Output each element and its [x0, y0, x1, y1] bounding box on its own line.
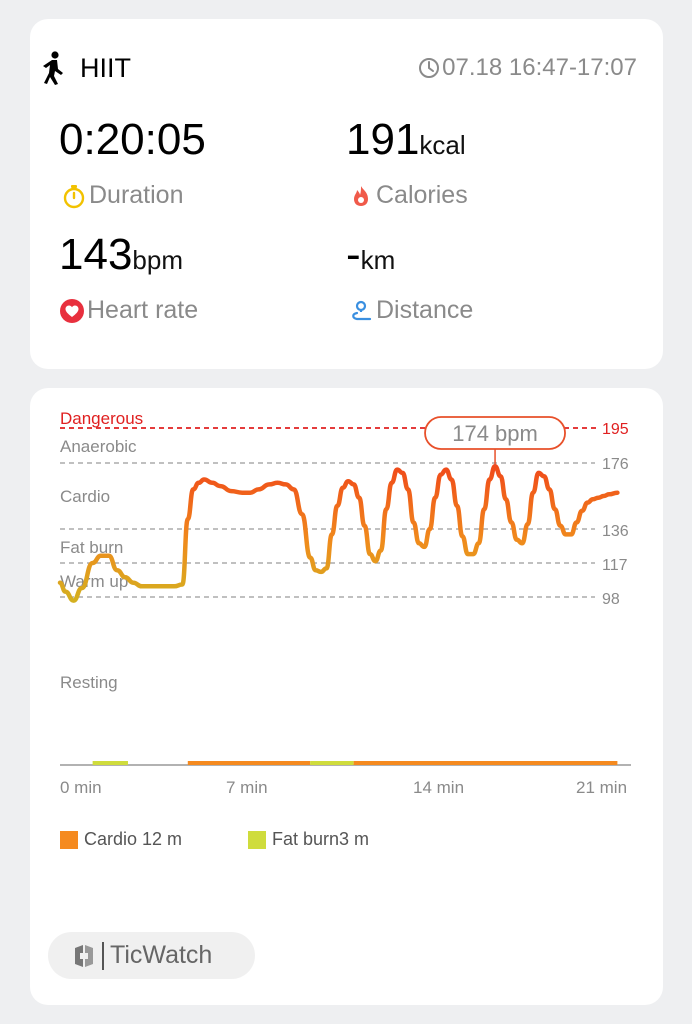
heart-rate-unit: bpm — [132, 245, 183, 275]
workout-summary-card: HIIT 07.18 16:47-17:07 0:20:05 Duration … — [30, 19, 663, 369]
calories-label: Calories — [348, 181, 468, 210]
session-time: 07.18 16:47-17:07 — [418, 53, 637, 83]
brand-name: TicWatch — [110, 941, 213, 969]
stopwatch-icon — [63, 184, 85, 208]
peak-label: 174 bpm — [452, 421, 538, 446]
legend-swatch-fat-burn — [248, 830, 266, 849]
zone-bar-segment — [92, 761, 128, 765]
duration-number: 0:20:05 — [59, 115, 206, 164]
zone-bar-segment — [310, 761, 354, 765]
threshold-label-136: 136 — [602, 523, 629, 540]
calories-number: 191 — [346, 115, 420, 164]
distance-unit: km — [360, 245, 396, 275]
activity-name: HIIT — [80, 53, 131, 83]
duration-label: Duration — [61, 181, 184, 210]
peak-callout: 174 bpm — [424, 416, 566, 467]
zone-label-fat-burn: Fat burn — [60, 538, 123, 557]
clock-icon — [419, 58, 440, 78]
legend-cardio: Cardio 12 m — [60, 829, 182, 850]
heart-icon — [60, 298, 84, 323]
calories-label-text: Calories — [376, 181, 468, 209]
zone-label-resting: Resting — [60, 673, 118, 692]
duration-value: 0:20:05 — [59, 116, 206, 164]
ticwatch-brand-button[interactable]: TicWatch — [48, 932, 255, 979]
heart-rate-chart-card: Dangerous Anaerobic Cardio Fat burn Warm… — [30, 388, 663, 1005]
distance-label: Distance — [348, 296, 473, 325]
x-label-14: 14 min — [413, 778, 464, 797]
zone-label-anaerobic: Anaerobic — [60, 437, 137, 456]
legend-swatch-cardio — [60, 830, 78, 849]
zone-label-dangerous: Dangerous — [60, 409, 143, 428]
calories-unit: kcal — [419, 130, 466, 160]
zone-bar-segment — [187, 761, 311, 765]
threshold-label-117: 117 — [602, 557, 628, 574]
legend-label-cardio: Cardio 12 m — [84, 829, 183, 849]
session-time-text: 07.18 16:47-17:07 — [442, 54, 637, 81]
legend-fat-burn: Fat burn3 m — [248, 829, 369, 850]
heart-rate-number: 143 — [59, 230, 133, 279]
flame-icon — [354, 185, 368, 206]
calories-value: 191kcal — [346, 116, 466, 164]
brand-divider — [102, 941, 104, 970]
route-icon — [352, 300, 372, 320]
zone-label-warm-up: Warm up — [60, 572, 128, 591]
distance-label-text: Distance — [376, 296, 474, 324]
x-label-21: 21 min — [576, 778, 627, 797]
heart-rate-chart: Dangerous Anaerobic Cardio Fat burn Warm… — [57, 409, 631, 797]
heart-rate-series-line — [57, 464, 620, 603]
x-label-7: 7 min — [226, 778, 268, 797]
running-person-icon — [43, 51, 63, 85]
heart-rate-label: Heart rate — [59, 296, 198, 325]
threshold-label-98: 98 — [602, 591, 620, 608]
duration-label-text: Duration — [89, 181, 184, 209]
threshold-label-195: 195 — [602, 421, 629, 438]
x-label-0: 0 min — [60, 778, 102, 797]
heart-rate-label-text: Heart rate — [87, 296, 199, 324]
distance-number: - — [346, 230, 361, 279]
zone-label-cardio: Cardio — [60, 487, 110, 506]
threshold-label-176: 176 — [602, 456, 629, 473]
ticwatch-logo-icon — [75, 944, 93, 967]
legend-label-fat-burn: Fat burn3 m — [272, 829, 370, 849]
zone-bar-segment — [353, 761, 618, 765]
distance-value: -km — [346, 231, 395, 279]
heart-rate-value: 143bpm — [59, 231, 183, 279]
